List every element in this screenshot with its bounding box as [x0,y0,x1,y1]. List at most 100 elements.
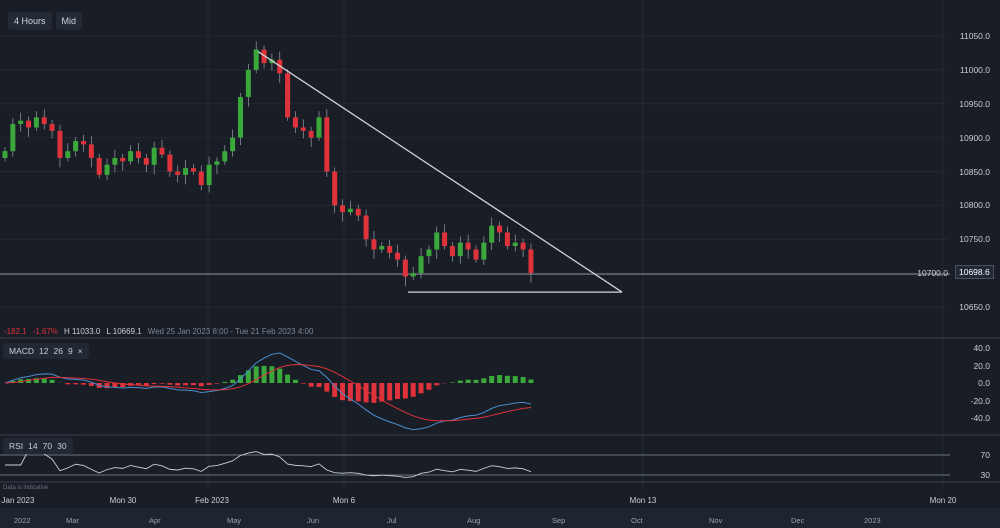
macd-tick: -20.0 [970,395,990,406]
date-range: Wed 25 Jan 2023 8:00 - Tue 21 Feb 2023 4… [147,327,314,336]
macd-legend: MACD 12 26 9 × [3,343,89,359]
candle [65,151,71,158]
candle [497,225,503,233]
candle [57,130,63,158]
candle [230,137,236,152]
navigator-label: Oct [631,516,643,525]
price-tick: 10750.0 [959,234,990,245]
macd-histogram-bar [332,383,338,397]
rsi-period: 14 [28,441,38,451]
macd-histogram-bar [277,368,283,383]
candle [151,147,157,165]
navigator-label: Sep [552,516,566,525]
candle [395,252,400,260]
macd-histogram-bar [167,383,173,385]
interval-button[interactable]: 4 Hours [8,12,52,30]
price-tick: 10800.0 [959,200,990,211]
rsi-legend: RSI 14 70 30 [3,438,73,454]
candle [135,151,141,158]
macd-histogram-bar [434,383,440,386]
navigator[interactable] [0,508,1000,528]
macd-slow: 26 [53,346,63,356]
close-icon[interactable]: × [77,346,83,356]
macd-name: MACD [9,346,35,356]
macd-histogram-bar [33,378,39,383]
candle [33,117,39,128]
candle [175,171,181,175]
candle [104,164,110,175]
macd-histogram-bar [371,383,377,403]
time-label: Mon 30 [107,496,139,505]
navigator-label: Nov [709,516,723,525]
candle [347,208,353,213]
macd-histogram-bar [402,383,408,399]
macd-histogram-bar [355,383,361,402]
ohlc-info: -182.1 -1.67% H 11033.0 L 10669.1 Wed 25… [4,327,313,336]
candle [96,157,102,175]
candle [292,117,298,128]
time-label: Mon 13 [627,496,659,505]
macd-signal: 9 [67,346,73,356]
macd-histogram-bar [183,383,189,386]
macd-histogram-bar [49,379,55,383]
macd-histogram-bar [473,379,479,383]
macd-histogram-bar [151,383,157,385]
candle [253,49,259,70]
macd-histogram-bar [10,380,16,383]
time-label: Feb 2023 [193,496,231,505]
candle [49,124,55,131]
candle [457,242,463,257]
candle [308,130,314,138]
candle [371,239,377,250]
candle [112,157,118,165]
candle [285,73,291,118]
macd-histogram-bar [316,383,322,388]
candle [316,117,322,138]
descending-trendline [257,51,623,293]
macd-histogram-bar [245,370,251,383]
price-tick: 11050.0 [959,31,990,41]
candle [120,157,126,162]
high: H 11033.0 [64,327,101,336]
macd-histogram-bar [143,383,149,386]
candle [159,147,165,155]
candle [520,242,526,250]
candle [128,151,134,162]
candle [198,171,204,186]
change-pct: -1.67% [32,327,59,336]
macd-histogram-bar [418,383,424,394]
change: -182.1 [4,327,27,336]
macd-histogram-bar [465,379,471,383]
candle [355,208,361,216]
candle [183,168,189,175]
macd-histogram-bar [395,383,400,400]
macd-histogram-bar [253,366,259,383]
candle [206,164,212,186]
macd-histogram-bar [73,383,79,385]
rsi-name: RSI [9,441,24,451]
time-label: Mon 6 [330,496,358,505]
navigator-label: May [227,516,242,525]
candle [26,120,32,128]
candle [481,242,487,260]
navigator-label: Mar [66,516,79,525]
candle [442,232,448,247]
macd-histogram-bar [65,383,71,385]
candle [426,249,432,257]
price-type-button[interactable]: Mid [55,12,83,30]
price-tick: 10650.0 [959,302,990,312]
macd-histogram-bar [112,383,118,388]
macd-histogram-bar [41,378,47,383]
macd-fast: 12 [39,346,49,356]
rsi-tick: 70 [980,450,990,460]
candle [2,151,8,158]
candle [379,246,385,250]
macd-histogram-bar [520,376,526,383]
macd-histogram-bar [481,378,487,383]
macd-histogram-bar [449,382,455,383]
disclaimer: Data is indicative [3,485,49,491]
macd-histogram-bar [528,379,534,383]
candle [88,144,94,158]
navigator-label: Jun [307,516,320,525]
